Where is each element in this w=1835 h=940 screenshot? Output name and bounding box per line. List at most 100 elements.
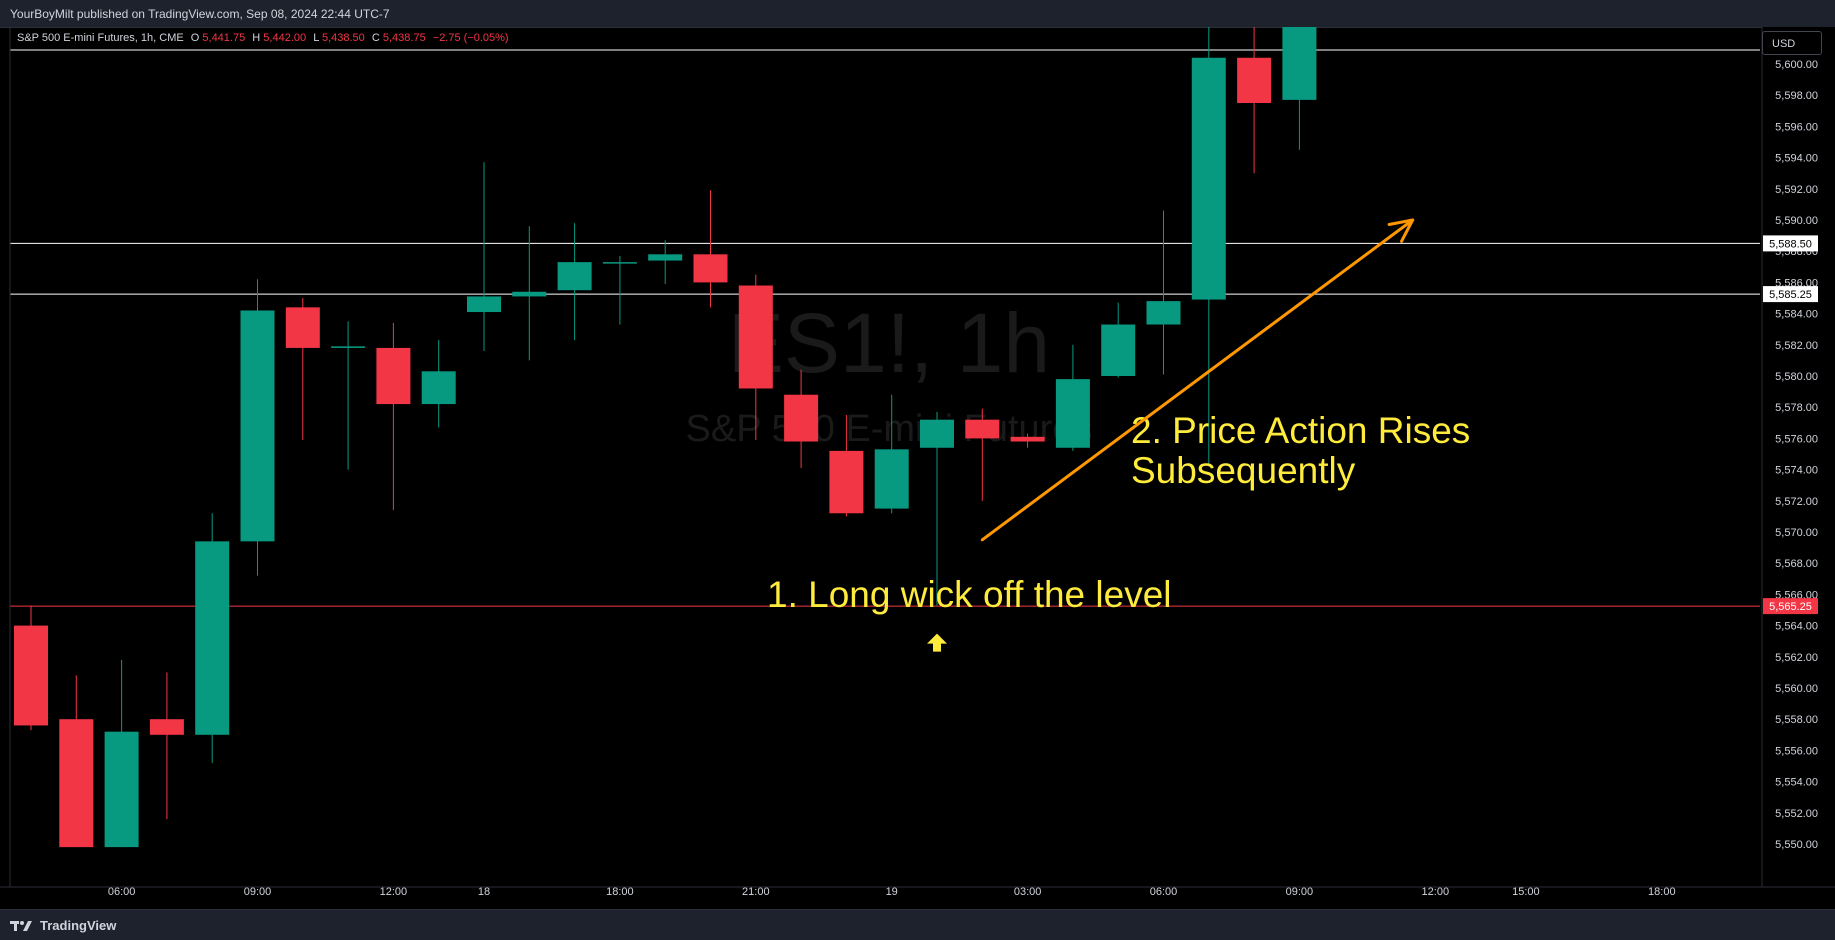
watermark-ticker: ES1!, 1h bbox=[728, 296, 1050, 390]
rise-annotation-line2: Subsequently bbox=[1131, 450, 1356, 491]
candle-body bbox=[512, 291, 547, 297]
legend-close: 5,438.75 bbox=[383, 32, 426, 44]
y-tick-label: 5,562.00 bbox=[1775, 652, 1818, 664]
legend-symbol: S&P 500 E-mini Futures, 1h, CME bbox=[17, 32, 184, 44]
x-tick-label: 18:00 bbox=[1648, 886, 1676, 898]
y-tick-label: 5,560.00 bbox=[1775, 683, 1818, 695]
candle-body bbox=[1191, 57, 1226, 300]
level-price-tag bbox=[1763, 598, 1818, 615]
candle-body bbox=[195, 541, 230, 735]
candle-body bbox=[467, 296, 501, 313]
tradingview-logo-icon bbox=[10, 920, 32, 931]
x-tick-label: 06:00 bbox=[1150, 886, 1178, 898]
y-tick-label: 5,576.00 bbox=[1775, 433, 1818, 445]
y-tick-label: 5,600.00 bbox=[1775, 59, 1818, 71]
y-tick-label: 5,550.00 bbox=[1775, 839, 1818, 851]
legend: S&P 500 E-mini Futures, 1h, CME O 5,441.… bbox=[17, 32, 509, 44]
trend-arrow-line bbox=[980, 218, 1415, 542]
watermark: ES1!, 1h S&P 500 E-mini Futures bbox=[686, 296, 1093, 450]
candle-body bbox=[920, 419, 954, 448]
candle-body bbox=[784, 394, 819, 442]
price-axis bbox=[1762, 27, 1835, 887]
wick-annotation: 1. Long wick off the level bbox=[767, 574, 1172, 615]
candle-body bbox=[285, 307, 320, 348]
level-price-tag bbox=[1763, 235, 1818, 252]
level-price-tag bbox=[1763, 286, 1818, 303]
y-tick-label: 5,554.00 bbox=[1775, 777, 1818, 789]
y-tick-label: 5,582.00 bbox=[1775, 340, 1818, 352]
candlestick-chart[interactable]: ES1!, 1h S&P 500 E-mini Futures 5,550.00… bbox=[0, 25, 1835, 909]
x-tick-label: 19 bbox=[886, 886, 898, 898]
y-tick-label: 5,552.00 bbox=[1775, 808, 1818, 820]
candle-body bbox=[1282, 25, 1317, 100]
rise-annotation-line1: 2. Price Action Rises bbox=[1131, 410, 1470, 451]
y-tick-label: 5,568.00 bbox=[1775, 558, 1818, 570]
candle-body bbox=[648, 254, 683, 261]
y-tick-label: 5,594.00 bbox=[1775, 153, 1818, 165]
x-tick-label: 09:00 bbox=[244, 886, 272, 898]
y-tick-label: 5,596.00 bbox=[1775, 121, 1818, 133]
candle-body bbox=[829, 450, 864, 514]
y-tick-label: 5,592.00 bbox=[1775, 184, 1818, 196]
candle-body bbox=[1010, 436, 1045, 442]
legend-open-label: O bbox=[191, 32, 200, 44]
candle-body bbox=[693, 254, 728, 283]
x-tick-label: 12:00 bbox=[1422, 886, 1450, 898]
candle-body bbox=[149, 719, 184, 735]
candle-body bbox=[738, 285, 773, 389]
currency-button[interactable]: USD bbox=[1762, 31, 1822, 55]
candle-body bbox=[421, 371, 456, 405]
legend-open: 5,441.75 bbox=[202, 32, 245, 44]
candle-body bbox=[602, 262, 637, 264]
candle-body bbox=[59, 719, 94, 848]
x-tick-label: 18:00 bbox=[606, 886, 634, 898]
legend-high: 5,442.00 bbox=[263, 32, 306, 44]
candle-body bbox=[965, 419, 1000, 439]
y-tick-label: 5,558.00 bbox=[1775, 714, 1818, 726]
level-price-label: 5,585.25 bbox=[1769, 289, 1812, 301]
candle-body bbox=[104, 731, 139, 848]
watermark-name: S&P 500 E-mini Futures bbox=[686, 408, 1093, 450]
candle-body bbox=[1055, 379, 1090, 448]
svg-text:S&P 500 E-mini Futures, 1h, CM: S&P 500 E-mini Futures, 1h, CME O 5,441.… bbox=[17, 32, 509, 44]
x-tick-label: 09:00 bbox=[1286, 886, 1314, 898]
candle-body bbox=[1237, 57, 1272, 103]
legend-close-label: C bbox=[372, 32, 380, 44]
trend-arrow-head bbox=[1387, 218, 1415, 243]
candle-body bbox=[1146, 301, 1181, 325]
legend-high-label: H bbox=[252, 32, 260, 44]
candle-body bbox=[331, 346, 366, 348]
y-tick-label: 5,570.00 bbox=[1775, 527, 1818, 539]
y-tick-label: 5,574.00 bbox=[1775, 465, 1818, 477]
up-arrow-marker-icon bbox=[927, 633, 947, 652]
level-price-label: 5,588.50 bbox=[1769, 238, 1812, 250]
x-tick-label: 18 bbox=[478, 886, 490, 898]
tradingview-logo[interactable]: TradingView bbox=[10, 918, 116, 933]
y-tick-label: 5,598.00 bbox=[1775, 90, 1818, 102]
x-tick-label: 03:00 bbox=[1014, 886, 1042, 898]
y-tick-label: 5,556.00 bbox=[1775, 745, 1818, 757]
publish-info: YourBoyMilt published on TradingView.com… bbox=[10, 7, 390, 21]
publish-bar: YourBoyMilt published on TradingView.com… bbox=[0, 0, 1835, 28]
candle-body bbox=[1101, 324, 1136, 376]
y-tick-label: 5,564.00 bbox=[1775, 621, 1818, 633]
legend-low-label: L bbox=[313, 32, 319, 44]
x-tick-label: 12:00 bbox=[380, 886, 408, 898]
y-tick-label: 5,572.00 bbox=[1775, 496, 1818, 508]
y-tick-label: 5,584.00 bbox=[1775, 309, 1818, 321]
candle-body bbox=[376, 347, 411, 405]
x-tick-label: 15:00 bbox=[1512, 886, 1540, 898]
x-tick-label: 21:00 bbox=[742, 886, 770, 898]
footer: TradingView bbox=[0, 909, 1835, 940]
chart-area[interactable]: ES1!, 1h S&P 500 E-mini Futures 5,550.00… bbox=[0, 25, 1835, 939]
legend-low: 5,438.50 bbox=[322, 32, 365, 44]
legend-change: −2.75 (−0.05%) bbox=[433, 32, 509, 44]
candle-body bbox=[240, 310, 275, 542]
level-price-label: 5,565.25 bbox=[1769, 601, 1812, 613]
footer-brand: TradingView bbox=[40, 918, 117, 933]
y-tick-label: 5,580.00 bbox=[1775, 371, 1818, 383]
candle-body bbox=[874, 449, 909, 509]
candle-body bbox=[14, 625, 48, 726]
y-tick-label: 5,578.00 bbox=[1775, 402, 1818, 414]
y-tick-label: 5,590.00 bbox=[1775, 215, 1818, 227]
